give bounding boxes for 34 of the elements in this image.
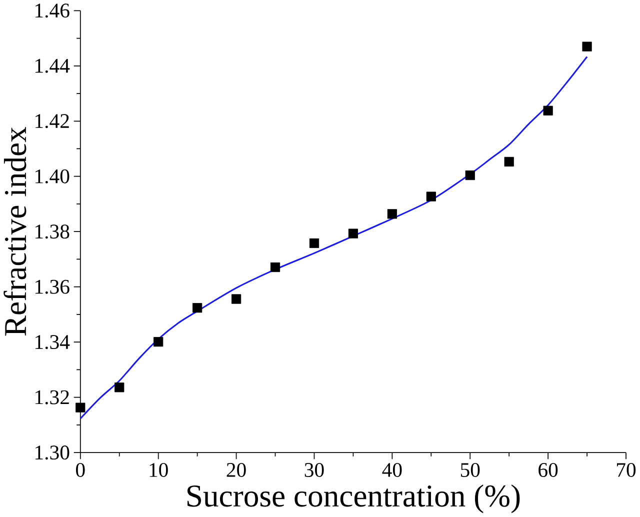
point [76,402,86,412]
y-tick-label: 1.40 [36,169,70,184]
x-tick-label: 40 [382,463,402,478]
x-tick-label: 30 [304,463,324,478]
point [192,303,202,313]
y-tick-label: 1.36 [36,280,70,294]
y-tick-label: 1.44 [36,59,70,73]
x-tick-label: 50 [460,463,480,478]
y-tick-label: 1.38 [36,224,70,239]
point [154,337,164,347]
point [543,106,553,116]
point [231,294,242,304]
x-axis-title: Sucrose concentration (%) [187,484,520,514]
x-tick-label: 0 [76,463,85,478]
y-tick-label: 1.46 [36,4,70,18]
point [387,209,397,219]
point [309,238,320,248]
point [348,228,358,238]
point [504,157,514,167]
x-tick-label: 70 [617,463,636,478]
point [582,42,592,52]
point [465,170,475,180]
y-tick-label: 1.34 [36,335,70,350]
x-tick-label: 20 [226,463,246,478]
y-tick-label: 1.30 [36,446,70,460]
y-axis-title: Refractive index [4,127,26,336]
line-series [80,56,588,420]
y-tick-label: 1.42 [36,114,69,128]
point [114,382,124,392]
x-tick-label: 10 [150,463,168,478]
x-tick-label: 60 [538,463,558,478]
y-tick-label: 1.32 [36,390,69,404]
point [426,192,436,202]
point [270,262,280,272]
